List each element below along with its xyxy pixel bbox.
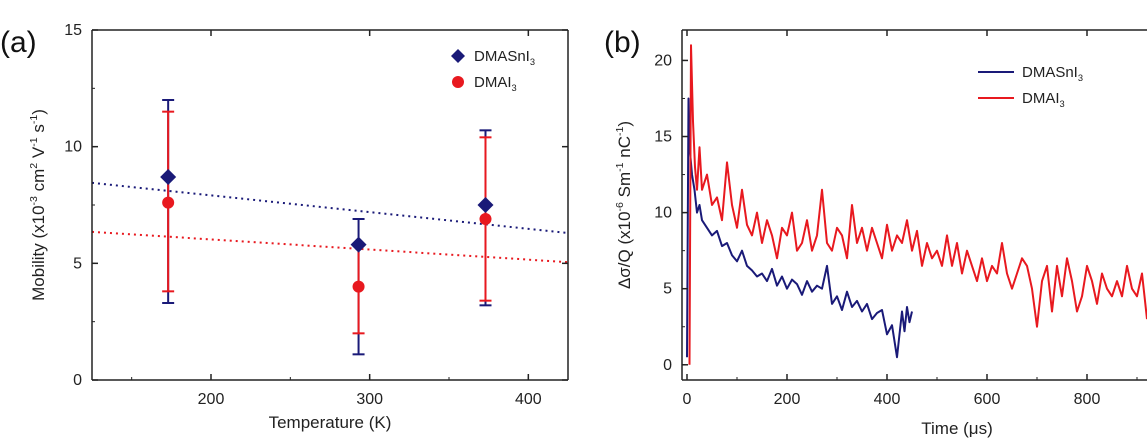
x-tick-label: 800: [1074, 391, 1101, 408]
data-point-circle: [162, 196, 175, 209]
y-tick-label: 10: [64, 139, 82, 156]
x-axis-label: Temperature (K): [269, 413, 392, 432]
panel-a: (a) 200 300 400 0 5 10 15 Temperature (K) Mobilit…: [0, 22, 569, 432]
legend-marker: [451, 49, 465, 63]
x-tick-label: 300: [356, 391, 383, 408]
plot-area: [686, 44, 1147, 365]
panel-b: (b) 0 200 400 600 800 0 5 10 15 20 Time (μs) Δσ/Q (x…: [604, 26, 1147, 438]
y-tick-label: 15: [654, 129, 672, 146]
series-line-1: [688, 44, 1147, 365]
y-axis-label: Δσ/Q (x10-6 Sm-1 nC-1): [614, 121, 634, 289]
x-tick-label: 200: [774, 391, 801, 408]
x-axis-label: Time (μs): [921, 419, 993, 438]
data-point-diamond: [160, 169, 177, 185]
y-tick-label: 15: [64, 22, 82, 39]
data-point-diamond: [477, 197, 494, 213]
y-tick-label: 20: [654, 52, 672, 69]
legend-label: DMASnI3: [474, 48, 535, 67]
x-tick-label: 200: [198, 391, 225, 408]
x-tick-label: 0: [683, 391, 692, 408]
plot-area: [92, 99, 568, 356]
x-tick-label: 600: [974, 391, 1001, 408]
y-tick-label: 0: [663, 357, 672, 374]
fit-line-1: [92, 230, 568, 264]
legend-label: DMASnI3: [1022, 64, 1083, 83]
data-point-circle: [352, 280, 365, 293]
y-tick-label: 5: [73, 255, 82, 272]
legend-label: DMAI3: [1022, 90, 1065, 109]
panel-label: (a): [0, 26, 37, 59]
x-tick-label: 400: [874, 391, 901, 408]
legend-marker: [452, 76, 464, 88]
series-line-0: [686, 97, 913, 359]
panel-label: (b): [604, 26, 641, 59]
y-tick-label: 0: [73, 372, 82, 389]
y-axis-label: Mobility (x10-3 cm2 V-1 s-1): [28, 109, 48, 301]
fit-line-0: [92, 181, 568, 234]
data-point-diamond: [350, 236, 367, 253]
legend-label: DMAI3: [474, 74, 517, 93]
y-tick-label: 5: [663, 281, 672, 298]
data-point-circle: [479, 213, 492, 225]
y-tick-label: 10: [654, 205, 672, 222]
x-tick-label: 400: [515, 391, 542, 408]
